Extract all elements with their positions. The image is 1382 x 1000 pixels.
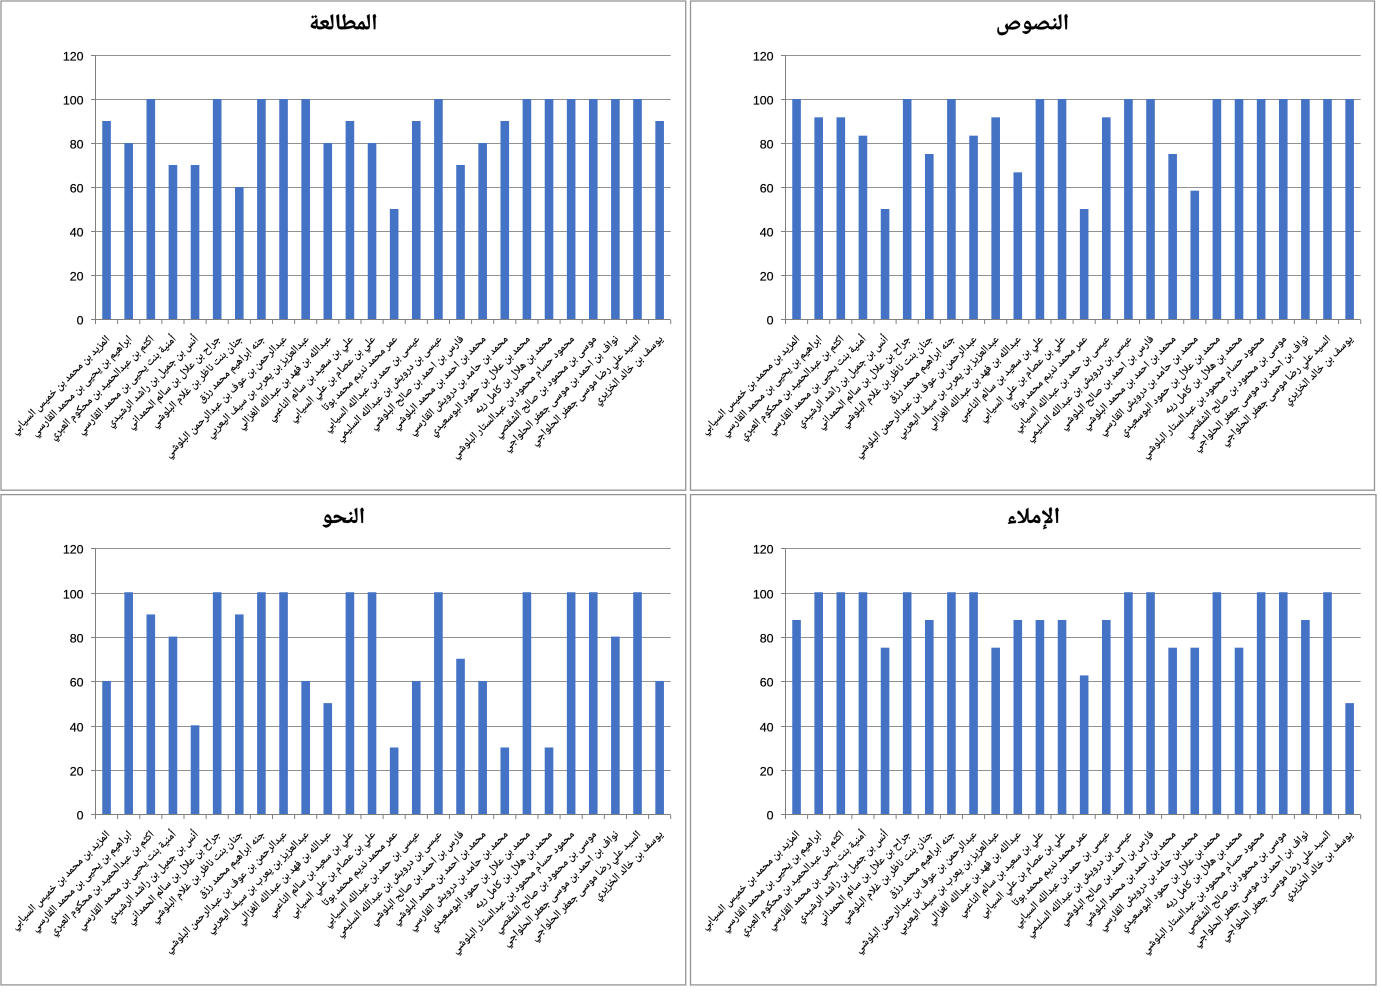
svg-text:20: 20 [760, 269, 774, 283]
svg-text:120: 120 [63, 49, 84, 63]
svg-text:100: 100 [753, 587, 774, 601]
svg-text:60: 60 [760, 181, 774, 195]
svg-text:40: 40 [760, 720, 774, 734]
svg-text:80: 80 [760, 631, 774, 645]
svg-text:20: 20 [760, 764, 774, 778]
svg-text:100: 100 [63, 93, 84, 107]
svg-text:100: 100 [63, 587, 84, 601]
svg-text:0: 0 [767, 313, 774, 327]
svg-text:20: 20 [70, 764, 84, 778]
svg-text:80: 80 [760, 137, 774, 151]
svg-text:20: 20 [70, 269, 84, 283]
svg-text:120: 120 [753, 542, 774, 556]
svg-text:40: 40 [70, 720, 84, 734]
svg-text:60: 60 [760, 675, 774, 689]
svg-text:80: 80 [70, 631, 84, 645]
svg-text:120: 120 [753, 49, 774, 63]
svg-text:80: 80 [70, 137, 84, 151]
svg-text:60: 60 [70, 181, 84, 195]
svg-text:100: 100 [753, 93, 774, 107]
svg-text:40: 40 [760, 225, 774, 239]
svg-text:0: 0 [77, 808, 84, 822]
svg-text:0: 0 [767, 808, 774, 822]
svg-text:60: 60 [70, 675, 84, 689]
svg-text:40: 40 [70, 225, 84, 239]
svg-text:120: 120 [63, 542, 84, 556]
svg-text:0: 0 [77, 313, 84, 327]
